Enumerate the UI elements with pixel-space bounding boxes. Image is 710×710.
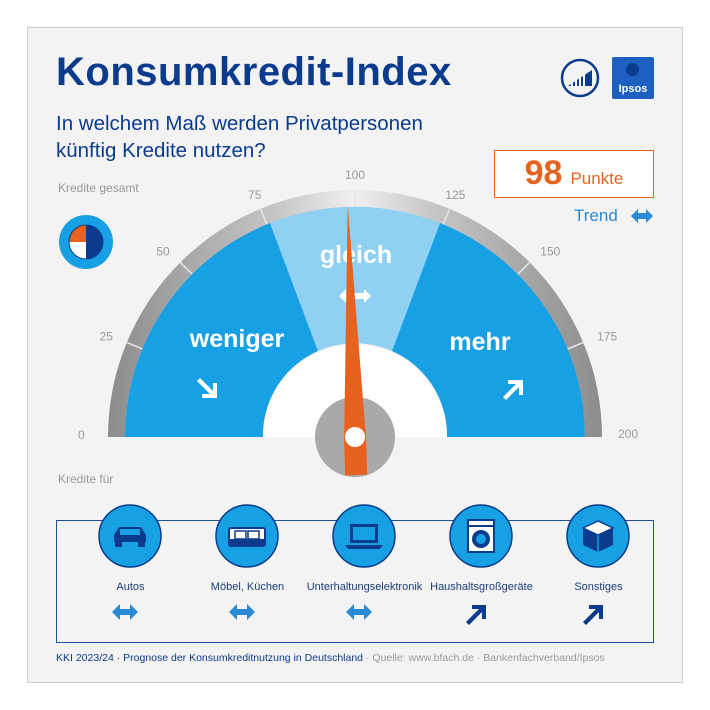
- gauge-tick-label: 75: [248, 188, 262, 202]
- gauge-hub-center: [345, 427, 365, 447]
- zone-gleich: [270, 206, 440, 351]
- gauge-section-label: Kredite gesamt: [58, 181, 139, 195]
- footer-source: · Quelle: www.bfach.de · Bankenfachverba…: [363, 652, 605, 664]
- arrow-up-right-icon: [466, 605, 486, 625]
- gauge-rim-tick: [126, 341, 143, 350]
- double-arrow-horizontal-icon: [339, 289, 371, 303]
- page-subtitle: In welchem Maß werden Privatpersonen kün…: [56, 110, 496, 164]
- gauge-tick-label: 150: [540, 245, 560, 259]
- sofa-icon: [215, 504, 279, 568]
- categories-panel: Autos Möbel, Küchen Unterhaltungselektro…: [56, 504, 654, 643]
- gauge-rim-tick: [259, 208, 268, 225]
- gauge-tick-label: 50: [156, 245, 170, 259]
- category-label: Möbel, Küchen: [210, 581, 285, 593]
- footer-main: KKI 2023/24 · Prognose der Konsumkreditn…: [56, 652, 364, 664]
- pie-chart-icon: [59, 215, 113, 269]
- arrow-up-right-icon: [503, 380, 523, 400]
- score-box: 98 Punkte: [494, 150, 654, 198]
- gauge-rim-tick: [179, 261, 193, 275]
- subtitle-line-1: In welchem Maß werden Privatpersonen: [56, 112, 423, 135]
- double-arrow-horizontal-icon: [112, 604, 138, 620]
- footer: KKI 2023/24 · Prognose der Konsumkreditn…: [56, 652, 605, 664]
- subtitle-line-2: künftig Kredite nutzen?: [56, 139, 266, 162]
- washing-machine-icon: [449, 504, 513, 568]
- category-label: Unterhaltungselektronik: [306, 581, 423, 593]
- gauge-rim-tick: [442, 208, 451, 225]
- double-arrow-horizontal-icon: [229, 604, 255, 620]
- gauge-tick-label: 25: [100, 330, 114, 344]
- gauge-tick-label: 100: [345, 168, 365, 182]
- gauge-tick-label: 0: [78, 428, 85, 442]
- zone-label-weniger: weniger: [189, 325, 285, 353]
- zone-weniger: [124, 223, 319, 437]
- ipsos-logo: Ipsos: [612, 57, 654, 99]
- score-unit: Punkte: [570, 169, 624, 188]
- gauge-needle: [344, 205, 368, 476]
- double-arrow-horizontal-icon: [631, 209, 653, 223]
- bankenfachverband-logo: [560, 58, 600, 98]
- laptop-icon: [332, 504, 396, 568]
- trend-label: Trend: [574, 206, 618, 225]
- page-title: Konsumkredit-Index: [56, 50, 452, 94]
- gauge-tick-label: 175: [597, 330, 617, 344]
- category-label: Autos: [116, 581, 145, 593]
- box-icon: [566, 504, 630, 568]
- gauge-rim-tick: [567, 341, 584, 350]
- arrow-up-right-icon: [583, 605, 603, 625]
- zone-mehr: [392, 223, 586, 437]
- gauge-tick-label: 200: [618, 427, 638, 441]
- categories-section-label: Kredite für: [58, 472, 114, 486]
- double-arrow-horizontal-icon: [346, 604, 372, 620]
- gauge-tick-label: 125: [445, 188, 465, 202]
- gauge-rim-tick: [517, 261, 531, 275]
- zone-label-gleich: gleich: [320, 241, 392, 269]
- zone-label-mehr: mehr: [449, 328, 510, 356]
- arrow-down-right-icon: [197, 378, 217, 398]
- category-label: Sonstiges: [574, 581, 623, 593]
- category-label: Haushaltsgroßgeräte: [430, 581, 533, 593]
- score-value: 98: [524, 154, 563, 192]
- car-icon: [98, 504, 162, 568]
- gauge: 0 25 50 75 100 125 150 175 200 weniger gleich me…: [78, 168, 638, 477]
